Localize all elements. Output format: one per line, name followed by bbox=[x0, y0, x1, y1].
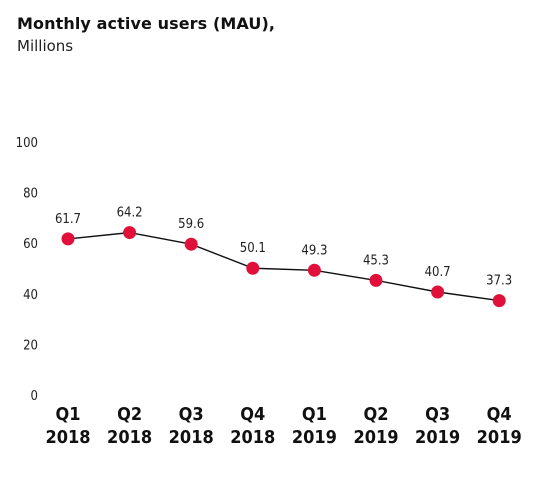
data-label: 64.2 bbox=[117, 206, 143, 221]
y-tick-label: 100 bbox=[16, 136, 38, 151]
x-tick-year: 2018 bbox=[169, 427, 214, 448]
data-label: 37.3 bbox=[486, 274, 512, 289]
data-label: 50.1 bbox=[240, 241, 266, 256]
data-label: 40.7 bbox=[425, 265, 451, 280]
data-point bbox=[184, 237, 198, 251]
x-tick-quarter: Q3 bbox=[179, 404, 204, 425]
x-axis: Q12018Q22018Q32018Q42018Q12019Q22019Q320… bbox=[45, 404, 521, 448]
data-point-layer bbox=[61, 226, 506, 308]
data-label: 49.3 bbox=[301, 243, 327, 258]
data-label: 45.3 bbox=[363, 253, 389, 268]
y-tick-label: 60 bbox=[23, 237, 38, 252]
x-tick-year: 2018 bbox=[107, 427, 152, 448]
y-tick-label: 80 bbox=[23, 187, 38, 202]
series-line-layer bbox=[67, 231, 500, 302]
x-tick-year: 2018 bbox=[230, 427, 275, 448]
x-tick-quarter: Q3 bbox=[425, 404, 450, 425]
x-tick-year: 2019 bbox=[353, 427, 398, 448]
data-label: 59.6 bbox=[178, 217, 204, 232]
x-tick-year: 2019 bbox=[477, 427, 522, 448]
x-tick-year: 2019 bbox=[292, 427, 337, 448]
x-tick-quarter: Q2 bbox=[117, 404, 142, 425]
x-tick-quarter: Q1 bbox=[55, 404, 80, 425]
x-tick-year: 2019 bbox=[415, 427, 460, 448]
y-tick-label: 20 bbox=[23, 338, 38, 353]
x-tick-year: 2018 bbox=[45, 427, 90, 448]
data-label-layer: 61.7 64.2 59.6 50.1 49.3 45.3 40.7 37.3 bbox=[55, 206, 512, 289]
data-point bbox=[492, 294, 506, 308]
x-tick-quarter: Q1 bbox=[302, 404, 327, 425]
data-point bbox=[369, 273, 383, 287]
data-label: 61.7 bbox=[55, 212, 81, 227]
x-tick-quarter: Q2 bbox=[363, 404, 388, 425]
data-point bbox=[246, 261, 260, 275]
y-tick-label: 0 bbox=[31, 389, 38, 404]
data-point bbox=[123, 226, 137, 240]
x-tick-quarter: Q4 bbox=[240, 404, 265, 425]
data-point bbox=[307, 263, 321, 277]
data-point bbox=[61, 232, 75, 246]
series-line bbox=[67, 231, 500, 302]
y-tick-label: 40 bbox=[23, 288, 38, 303]
chart-title: Monthly active users (MAU), bbox=[17, 14, 276, 33]
chart-subtitle: Millions bbox=[17, 37, 74, 55]
x-tick-quarter: Q4 bbox=[487, 404, 512, 425]
y-axis: 0 20 40 60 80 100 bbox=[16, 136, 38, 404]
data-point bbox=[431, 285, 445, 299]
